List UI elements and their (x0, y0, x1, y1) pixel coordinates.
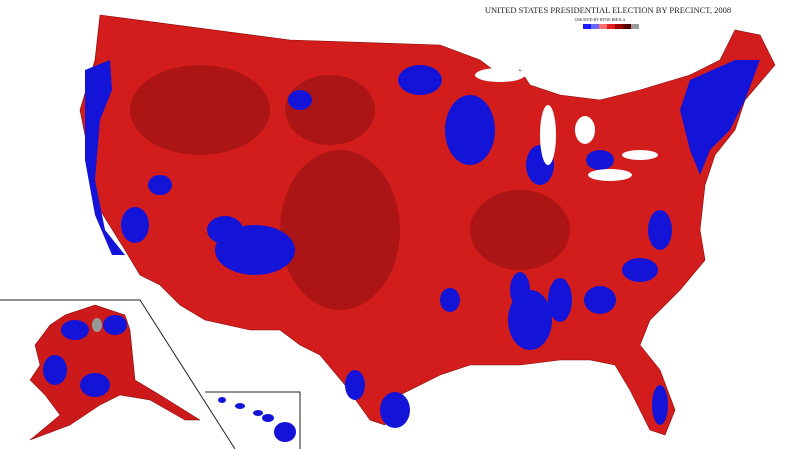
alaska-inset-border (0, 299, 236, 449)
lakes (475, 68, 658, 181)
map-title: UNITED STATES PRESIDENTIAL ELECTION BY P… (485, 5, 731, 15)
alaska-blue (43, 315, 127, 397)
hawaii-inset-border (205, 391, 301, 449)
map-credit: CREATED BY RYNE RHOLA (575, 17, 626, 22)
blue-regions (85, 60, 760, 428)
hawaii (218, 397, 296, 442)
legend-bar (583, 24, 639, 29)
dark-red-regions (130, 65, 570, 310)
alaska-gray (92, 318, 102, 332)
